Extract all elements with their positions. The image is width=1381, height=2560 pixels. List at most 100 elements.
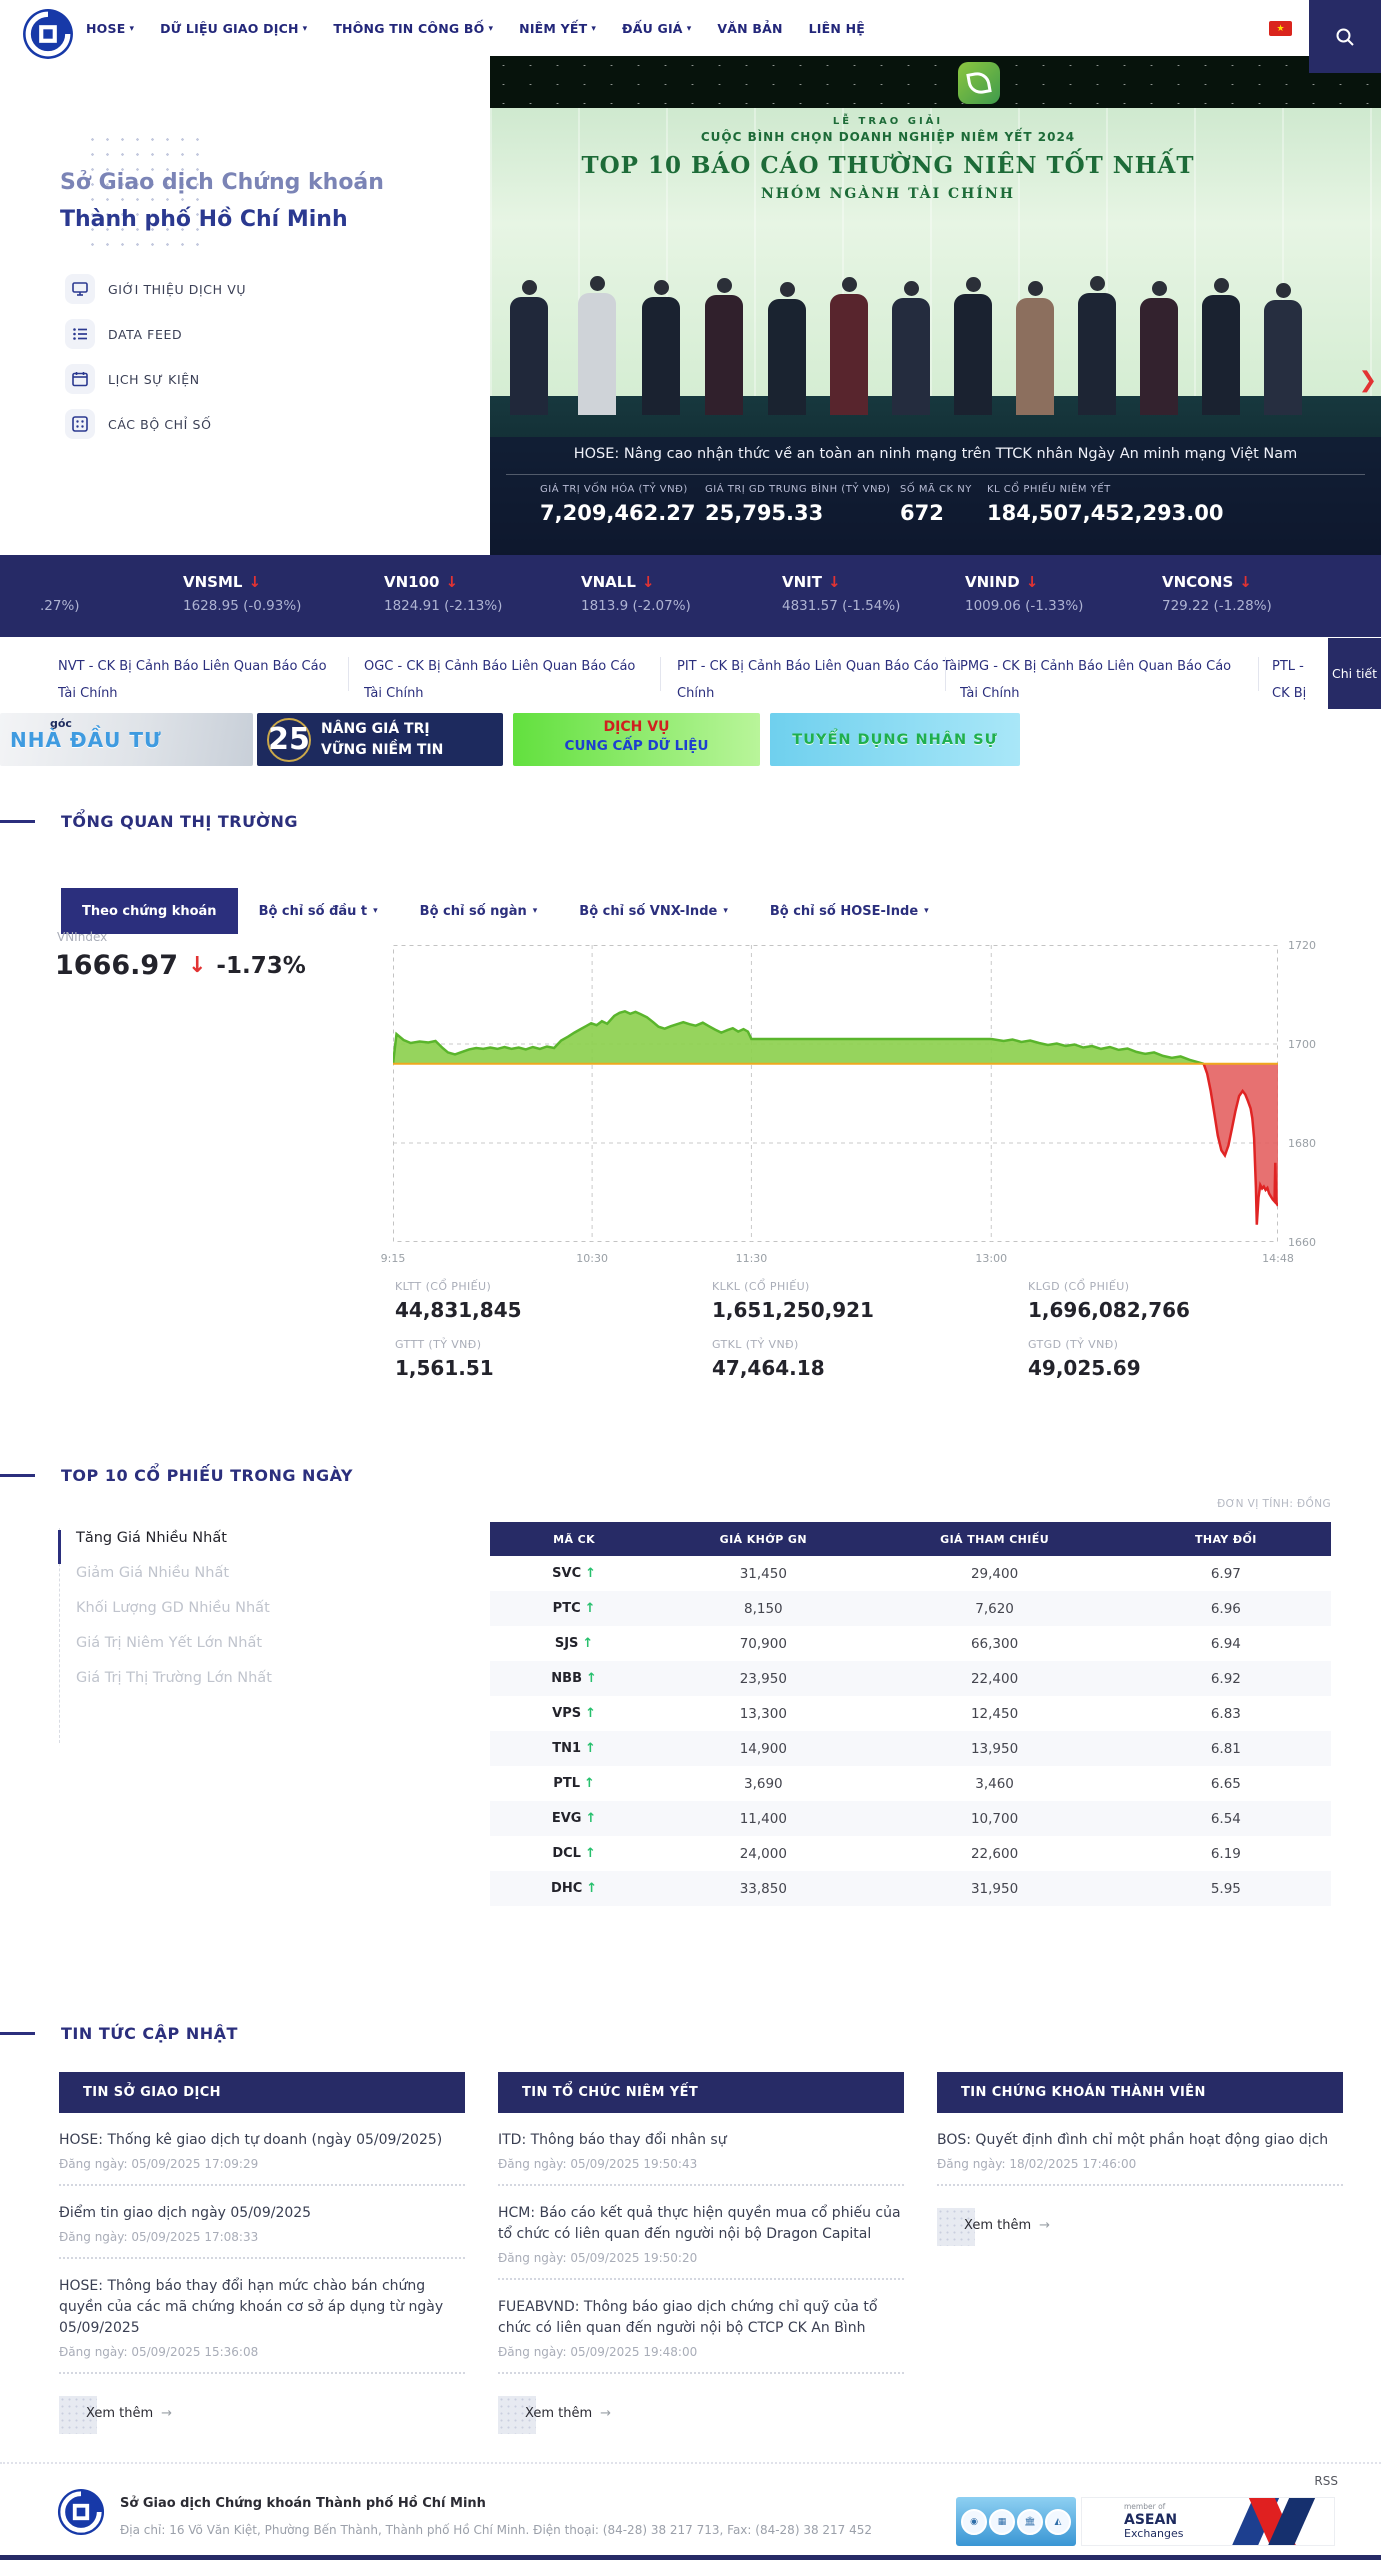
banner-25-nam[interactable]: 25 NÂNG GIÁ TRỊ VỮNG NIỀM TIN	[257, 713, 503, 766]
person-head	[841, 277, 857, 292]
ticker-detail-button[interactable]: Chi tiết	[1328, 638, 1381, 709]
nav-item-niem-yet[interactable]: NIÊM YẾT ▾	[519, 21, 596, 36]
tab-bo-chi-so-vnx-inde[interactable]: Bộ chỉ số VNX-Inde ▾	[579, 903, 728, 919]
ticker-item-pit[interactable]: PIT - CK Bị Cảnh Báo Liên Quan Báo Cáo T…	[677, 659, 961, 702]
nav-item-du-lieu-giao-dich[interactable]: DỮ LIỆU GIAO DỊCH ▾	[160, 21, 307, 36]
ticker-item-ptl[interactable]: PTL - CK Bị Cảnh Báo Liên Quan Báo Cáo T…	[1272, 659, 1307, 702]
x-axis-label: 9:15	[380, 1252, 406, 1265]
index-value-row: 1666.97 ↓ -1.73%	[55, 950, 306, 981]
hero-headline-link[interactable]: HOSE: Nâng cao nhận thức về an toàn an n…	[573, 446, 1298, 462]
table-row-sjs[interactable]: SJS ↑ 70,900 66,300 6.94	[490, 1626, 1331, 1661]
news-item[interactable]: FUEABVND: Thông báo giao dịch chứng chỉ …	[498, 2297, 904, 2374]
see-more-button[interactable]: Xem thêm →	[59, 2396, 465, 2434]
nav-item-au-gia[interactable]: ĐẤU GIÁ ▾	[622, 21, 691, 36]
news-item[interactable]: ITD: Thông báo thay đổi nhân sự Đăng ngày…	[498, 2130, 904, 2186]
sidebar-item-data-feed[interactable]: DATA FEED	[65, 319, 246, 349]
nav-item-thong-tin-cong-bo[interactable]: THÔNG TIN CÔNG BỐ ▾	[333, 21, 493, 36]
news-item-title[interactable]: ITD: Thông báo thay đổi nhân sự	[498, 2132, 727, 2148]
up-arrow-icon: ↑	[582, 1636, 594, 1651]
banner3-line1: DỊCH VỤ	[603, 719, 670, 735]
matched-price: 24,000	[739, 1845, 787, 1862]
index-name: VN100 ↓	[384, 573, 459, 591]
nav-item-hose[interactable]: HOSE ▾	[86, 21, 134, 36]
news-item-title[interactable]: HOSE: Thông báo thay đổi hạn mức chào bá…	[59, 2278, 444, 2336]
news-column-tin-to-chuc-niem-yet: TIN TỔ CHỨC NIÊM YẾT ITD: Thông báo thay …	[498, 2072, 904, 2434]
table-row-vps[interactable]: VPS ↑ 13,300 12,450 6.83	[490, 1696, 1331, 1731]
sidebar-item-lich-su-kien[interactable]: LỊCH SỰ KIỆN	[65, 364, 246, 394]
carousel-next-icon[interactable]: ❯	[1358, 368, 1377, 393]
news-item[interactable]: HOSE: Thông báo thay đổi hạn mức chào bá…	[59, 2276, 465, 2374]
up-arrow-icon: ↑	[585, 1566, 597, 1581]
table-row-nbb[interactable]: NBB ↑ 23,950 22,400 6.92	[490, 1661, 1331, 1696]
ticker-item-pmg[interactable]: PMG - CK Bị Cảnh Báo Liên Quan Báo Cáo T…	[960, 659, 1232, 702]
market-overview-heading: TỔNG QUAN THỊ TRƯỜNG	[61, 812, 298, 831]
banner-tuyen-dung[interactable]: TUYỂN DỤNG NHÂN SỰ	[770, 713, 1020, 766]
news-item[interactable]: BOS: Quyết định đình chỉ một phần hoạt đ…	[937, 2130, 1343, 2186]
top10-menu-giam-gia-nhieu-nhat[interactable]: Giảm Giá Nhiều Nhất	[76, 1565, 230, 1581]
news-item-date: Đăng ngày: 05/09/2025 19:50:20	[498, 2251, 698, 2265]
table-row-evg[interactable]: EVG ↑ 11,400 10,700 6.54	[490, 1801, 1331, 1836]
top10-menu-tang-gia-nhieu-nhat[interactable]: Tăng Giá Nhiều Nhất	[76, 1530, 227, 1546]
table-row-ptl[interactable]: PTL ↑ 3,690 3,460 6.65	[490, 1766, 1331, 1801]
top10-menu-khoi-luong-gd-nhieu-nhat[interactable]: Khối Lượng GD Nhiều Nhất	[76, 1600, 270, 1616]
calendar-icon	[65, 364, 95, 394]
index-value: 729.22 (-1.28%)	[1162, 598, 1272, 614]
vietnam-flag-icon[interactable]: ★	[1269, 21, 1292, 36]
x-axis-label: 14:48	[1262, 1252, 1294, 1265]
index-strip-item-vnit[interactable]: VNIT ↓ 4831.57 (-1.54%)	[782, 573, 900, 614]
ticker-divider	[1258, 657, 1259, 691]
index-strip-item-vn100[interactable]: VN100 ↓ 1824.91 (-2.13%)	[384, 573, 502, 614]
news-heading: TIN TỨC CẬP NHẬT	[61, 2024, 238, 2043]
nav-item-lien-he[interactable]: LIÊN HỆ	[809, 21, 865, 36]
news-column-tin-so-giao-dich: TIN SỞ GIAO DỊCH HOSE: Thống kê giao dịch…	[59, 2072, 465, 2434]
sidebar-item-cac-bo-chi-so[interactable]: CÁC BỘ CHỈ SỐ	[65, 409, 246, 439]
ticker-item-ogc[interactable]: OGC - CK Bị Cảnh Báo Liên Quan Báo Cáo T…	[364, 659, 636, 702]
index-strip-item-vnind[interactable]: VNIND ↓ 1009.06 (-1.33%)	[965, 573, 1083, 614]
ticker-item-nvt[interactable]: NVT - CK Bị Cảnh Báo Liên Quan Báo Cáo T…	[58, 659, 327, 702]
banner-nha-dau-tu[interactable]: góc NHÀ ĐẦU TƯ	[0, 713, 253, 766]
news-item-title[interactable]: BOS: Quyết định đình chỉ một phần hoạt đ…	[937, 2132, 1329, 2148]
tab-bo-chi-so-hose-inde[interactable]: Bộ chỉ số HOSE-Inde ▾	[769, 903, 929, 919]
hose-logo[interactable]	[22, 8, 74, 60]
news-item-title[interactable]: Điểm tin giao dịch ngày 05/09/2025	[59, 2205, 312, 2221]
index-change: -1.73%	[216, 952, 306, 979]
news-item[interactable]: Điểm tin giao dịch ngày 05/09/2025 Đăng n…	[59, 2203, 465, 2259]
tab-bo-chi-so-au-t[interactable]: Bộ chỉ số đầu t ▾	[258, 903, 378, 919]
chart-stat-kltt-co-phieu: KLTT (CỔ PHIẾU) 44,831,845	[395, 1280, 522, 1322]
sidebar-item-gioi-thieu-dich-vu[interactable]: GIỚI THIỆU DỊCH VỤ	[65, 274, 246, 304]
see-more-button[interactable]: Xem thêm →	[937, 2208, 1343, 2246]
rss-link[interactable]: RSS	[1314, 2474, 1338, 2488]
nav-item-van-ban[interactable]: VĂN BẢN	[717, 21, 782, 36]
table-row-svc[interactable]: SVC ↑ 31,450 29,400 6.97	[490, 1556, 1331, 1591]
index-strip-item-vncons[interactable]: VNCONS ↓ 729.22 (-1.28%)	[1162, 573, 1272, 614]
partner-logo-icon: ▦	[989, 2508, 1015, 2535]
asean-exchanges-banner[interactable]: member of ASEAN Exchanges	[1081, 2497, 1335, 2546]
nav-item-label: HOSE	[86, 20, 126, 36]
news-item-title[interactable]: FUEABVND: Thông báo giao dịch chứng chỉ …	[498, 2299, 878, 2336]
partner-logos-banner[interactable]: ◉ ▦ 🏛 ◭	[956, 2497, 1076, 2546]
see-more-button[interactable]: Xem thêm →	[498, 2396, 904, 2434]
search-button[interactable]	[1309, 0, 1381, 73]
index-strip-item-vnall[interactable]: VNALL ↓ 1813.9 (-2.07%)	[581, 573, 691, 614]
matched-price: 8,150	[743, 1600, 783, 1617]
table-row-ptc[interactable]: PTC ↑ 8,150 7,620 6.96	[490, 1591, 1331, 1626]
news-item-title[interactable]: HCM: Báo cáo kết quả thực hiện quyền mua…	[498, 2205, 901, 2242]
chart-stat-value: 1,696,082,766	[1028, 1298, 1190, 1322]
index-strip-item-vnsml[interactable]: VNSML ↓ 1628.95 (-0.93%)	[183, 573, 301, 614]
news-item-divider	[59, 2257, 465, 2259]
news-item[interactable]: HCM: Báo cáo kết quả thực hiện quyền mua…	[498, 2203, 904, 2280]
news-item-title[interactable]: HOSE: Thống kê giao dịch tự doanh (ngày …	[59, 2132, 443, 2148]
table-row-dcl[interactable]: DCL ↑ 24,000 22,600 6.19	[490, 1836, 1331, 1871]
news-item[interactable]: HOSE: Thống kê giao dịch tự doanh (ngày …	[59, 2130, 465, 2186]
y-axis-label: 1720	[1288, 939, 1316, 952]
tab-bo-chi-so-ngan[interactable]: Bộ chỉ số ngàn ▾	[419, 903, 538, 919]
tab-theo-chung-khoan[interactable]: Theo chứng khoán	[61, 888, 238, 934]
see-more-decoration	[937, 2208, 975, 2246]
banner-dich-vu-du-lieu[interactable]: DỊCH VỤ CUNG CẤP DỮ LIỆU	[513, 713, 760, 766]
person-silhouette	[510, 280, 548, 415]
top10-menu-gia-tri-niem-yet-lon-nhat[interactable]: Giá Trị Niêm Yết Lớn Nhất	[76, 1635, 263, 1651]
table-row-tn1[interactable]: TN1 ↑ 14,900 13,950 6.81	[490, 1731, 1331, 1766]
table-row-dhc[interactable]: DHC ↑ 33,850 31,950 5.95	[490, 1871, 1331, 1906]
hero-stat-value: 184,507,452,293.00	[987, 501, 1224, 525]
top10-menu-gia-tri-thi-truong-lon-nhat[interactable]: Giá Trị Thị Trường Lớn Nhất	[76, 1670, 272, 1686]
